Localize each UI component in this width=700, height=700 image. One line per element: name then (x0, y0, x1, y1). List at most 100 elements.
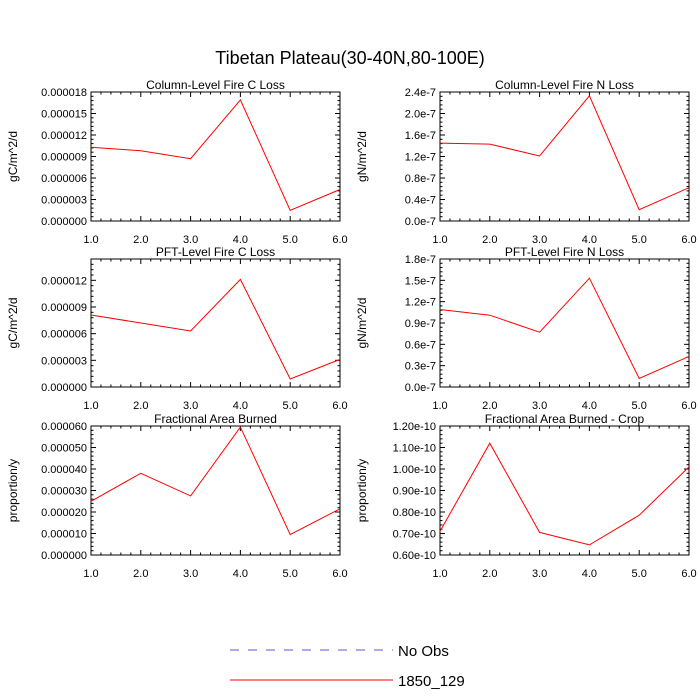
y-tick-label: 0.60e-10 (393, 550, 436, 562)
panels: Column-Level Fire C Loss gC/m^2/d 1.0 2.0 3.… (6, 78, 697, 580)
x-tick-label: 1.0 (83, 400, 98, 412)
y-tick-label: 0.000030 (41, 486, 87, 498)
chart-panel-1: Column-Level Fire C Loss gC/m^2/d 1.0 2.0 3.… (6, 78, 348, 246)
y-tick-label: 1.2e-7 (405, 152, 436, 164)
series-line-1850-129 (439, 94, 690, 211)
legend-label-1850-129: 1850_129 (398, 673, 465, 690)
x-tick-label: 5.0 (632, 400, 647, 412)
y-axis-label: proportion/y (355, 459, 369, 522)
panel-title: PFT-Level Fire N Loss (505, 245, 624, 259)
x-tick-label: 5.0 (283, 568, 298, 580)
x-tick-label: 1.0 (83, 234, 98, 246)
x-tick-label: 4.0 (582, 400, 597, 412)
x-tick-label: 1.0 (432, 234, 447, 246)
x-tick-label: 1.0 (83, 568, 98, 580)
x-tick-label: 6.0 (681, 234, 696, 246)
x-tick-label: 4.0 (582, 234, 597, 246)
y-tick-label: 0.000020 (41, 507, 87, 519)
plot-frame (439, 425, 690, 556)
x-tick-label: 6.0 (332, 568, 347, 580)
y-tick-label: 2.4e-7 (405, 87, 436, 99)
chart-panel-4: PFT-Level Fire N Loss gN/m^2/d 1.0 2.0 3.0 4.… (355, 245, 697, 412)
y-tick-label: 0.000012 (41, 275, 87, 287)
y-tick-label: 0.000003 (41, 195, 87, 207)
series-line-1850-129 (90, 278, 341, 380)
y-tick-label: 1.2e-7 (405, 297, 436, 309)
x-tick-label: 3.0 (532, 568, 547, 580)
y-tick-label: 1.20e-10 (393, 421, 436, 433)
y-axis-label: proportion/y (6, 459, 20, 522)
y-tick-label: 0.9e-7 (405, 318, 436, 330)
y-tick-label: 0.000012 (41, 130, 87, 142)
plot-frame (90, 91, 341, 222)
y-tick-label: 0.000000 (41, 550, 87, 562)
x-tick-label: 5.0 (283, 400, 298, 412)
series-line-1850-129 (439, 277, 690, 380)
y-tick-label: 0.3e-7 (405, 361, 436, 373)
y-tick-label: 0.000006 (41, 173, 87, 185)
chart-panel-5: Fractional Area Burned proportion/y 1.0 2.0… (6, 412, 348, 580)
x-tick-label: 4.0 (233, 234, 248, 246)
series-line-1850-129 (90, 426, 341, 536)
x-tick-label: 6.0 (332, 234, 347, 246)
chart-panel-2: Column-Level Fire N Loss gN/m^2/d 1.0 2.0 3.… (355, 78, 697, 246)
x-tick-label: 2.0 (482, 568, 497, 580)
y-tick-label: 0.0e-7 (405, 382, 436, 394)
x-tick-label: 4.0 (233, 568, 248, 580)
y-tick-label: 1.10e-10 (393, 443, 436, 455)
y-tick-label: 0.90e-10 (393, 486, 436, 498)
y-tick-label: 1.00e-10 (393, 464, 436, 476)
x-tick-label: 2.0 (133, 234, 148, 246)
y-tick-label: 0.000050 (41, 443, 87, 455)
y-tick-label: 0.000060 (41, 421, 87, 433)
y-tick-label: 0.000000 (41, 382, 87, 394)
x-tick-label: 3.0 (532, 234, 547, 246)
series-line-1850-129 (90, 98, 341, 211)
y-tick-label: 1.5e-7 (405, 275, 436, 287)
chart-panel-3: PFT-Level Fire C Loss gC/m^2/d 1.0 2.0 3.0 4.… (6, 245, 348, 412)
plot-frame (90, 425, 341, 556)
legend-label-no-obs: No Obs (398, 643, 449, 660)
legend: No Obs 1850_129 (230, 643, 465, 690)
y-tick-label: 0.000009 (41, 152, 87, 164)
x-tick-label: 5.0 (632, 234, 647, 246)
y-axis-label: gN/m^2/d (355, 298, 369, 349)
x-tick-label: 3.0 (183, 400, 198, 412)
y-tick-label: 0.000000 (41, 216, 87, 228)
y-tick-label: 2.0e-7 (405, 109, 436, 121)
panel-title: Fractional Area Burned - Crop (485, 412, 645, 426)
y-axis-label: gC/m^2/d (6, 131, 20, 182)
y-tick-label: 0.0e-7 (405, 216, 436, 228)
x-tick-label: 3.0 (183, 234, 198, 246)
series-line-1850-129 (439, 442, 690, 546)
y-tick-label: 0.000018 (41, 87, 87, 99)
x-tick-label: 5.0 (283, 234, 298, 246)
y-axis-label: gN/m^2/d (355, 131, 369, 182)
x-tick-label: 6.0 (681, 400, 696, 412)
plot-frame (90, 258, 341, 388)
x-tick-label: 2.0 (133, 400, 148, 412)
x-tick-label: 2.0 (482, 400, 497, 412)
x-tick-label: 4.0 (233, 400, 248, 412)
panel-title: Column-Level Fire C Loss (146, 78, 285, 92)
y-tick-label: 0.000009 (41, 302, 87, 314)
plot-frame (439, 258, 690, 388)
y-tick-label: 1.6e-7 (405, 130, 436, 142)
y-tick-label: 0.000006 (41, 329, 87, 341)
y-tick-label: 0.000010 (41, 529, 87, 541)
x-tick-label: 3.0 (183, 568, 198, 580)
y-tick-label: 1.8e-7 (405, 254, 436, 266)
x-tick-label: 1.0 (432, 400, 447, 412)
y-axis-label: gC/m^2/d (6, 298, 20, 349)
figure-title: Tibetan Plateau(30-40N,80-100E) (215, 48, 485, 68)
panel-title: Column-Level Fire N Loss (495, 78, 634, 92)
x-tick-label: 6.0 (332, 400, 347, 412)
y-tick-label: 0.000040 (41, 464, 87, 476)
plot-frame (439, 91, 690, 222)
chart-panel-6: Fractional Area Burned - Crop proportion/… (355, 412, 697, 580)
y-tick-label: 0.000015 (41, 109, 87, 121)
y-tick-label: 0.000003 (41, 355, 87, 367)
x-tick-label: 2.0 (133, 568, 148, 580)
y-tick-label: 0.70e-10 (393, 529, 436, 541)
